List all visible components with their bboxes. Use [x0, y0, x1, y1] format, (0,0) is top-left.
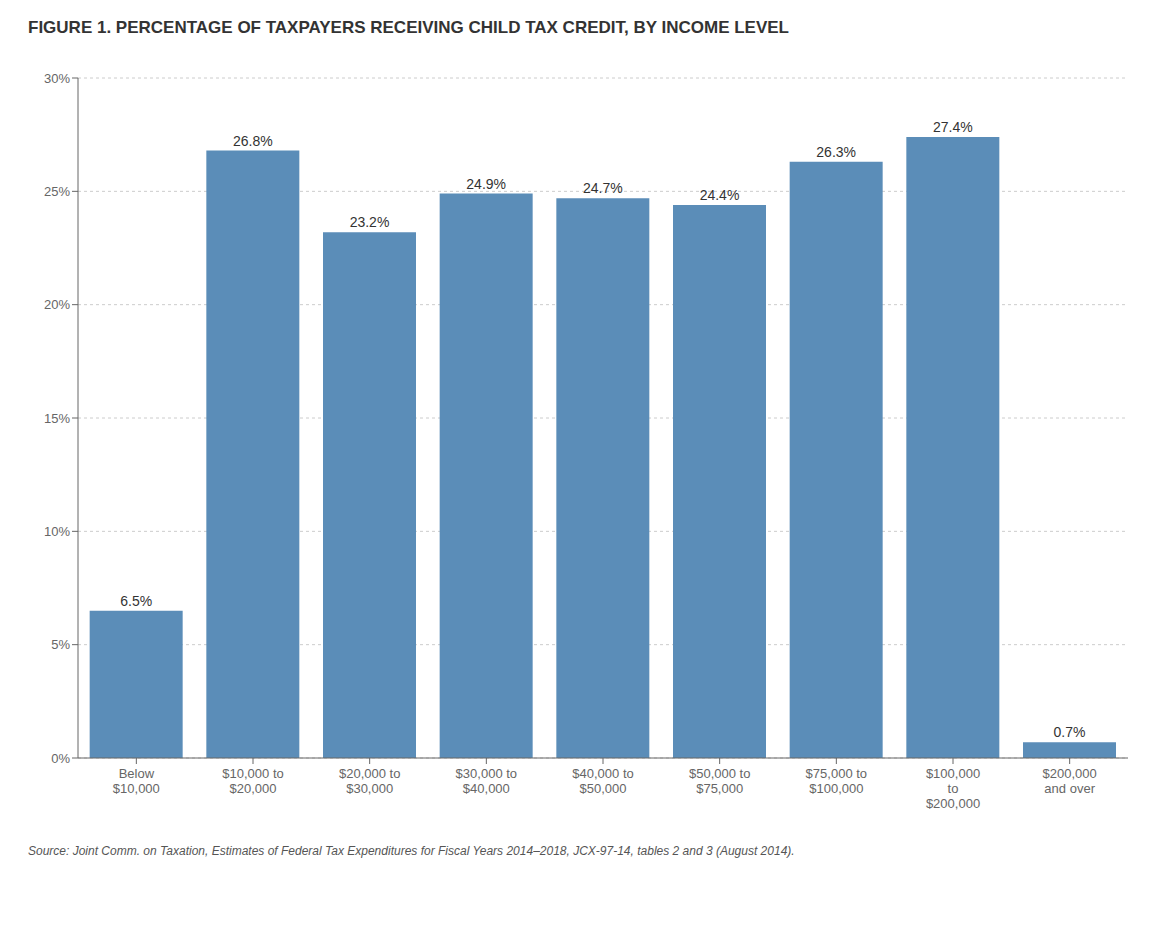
svg-text:$100,000to$200,000: $100,000to$200,000 [926, 766, 980, 811]
svg-text:$20,000 to$30,000: $20,000 to$30,000 [339, 766, 400, 796]
html-text:Source: Joint Comm. on Taxatio: Source: Joint Comm. on Taxation, Estimat… [28, 844, 795, 858]
svg-text:24.4%: 24.4% [700, 187, 740, 203]
svg-text:23.2%: 23.2% [350, 214, 390, 230]
svg-text:24.9%: 24.9% [466, 176, 506, 192]
svg-text:5%: 5% [51, 637, 70, 652]
svg-text:27.4%: 27.4% [933, 119, 973, 135]
svg-text:26.8%: 26.8% [233, 133, 273, 149]
svg-text:$40,000 to$50,000: $40,000 to$50,000 [572, 766, 633, 796]
svg-text:$50,000 to$75,000: $50,000 to$75,000 [689, 766, 750, 796]
svg-text:15%: 15% [44, 411, 70, 426]
svg-text:10%: 10% [44, 524, 70, 539]
svg-text:$200,000and over: $200,000and over [1043, 766, 1097, 796]
svg-text:$30,000 to$40,000: $30,000 to$40,000 [456, 766, 517, 796]
html-text:FIGURE 1. PERCENTAGE OF TAXPAY: FIGURE 1. PERCENTAGE OF TAXPAYERS RECEIV… [28, 18, 789, 37]
svg-text:0%: 0% [51, 751, 70, 766]
svg-text:26.3%: 26.3% [816, 144, 856, 160]
svg-text:$75,000 to$100,000: $75,000 to$100,000 [806, 766, 867, 796]
svg-text:25%: 25% [44, 184, 70, 199]
svg-text:$10,000 to$20,000: $10,000 to$20,000 [222, 766, 283, 796]
svg-text:0.7%: 0.7% [1054, 724, 1086, 740]
svg-text:20%: 20% [44, 297, 70, 312]
svg-text:Below$10,000: Below$10,000 [113, 766, 160, 796]
svg-text:30%: 30% [44, 71, 70, 86]
svg-text:24.7%: 24.7% [583, 180, 623, 196]
svg-text:6.5%: 6.5% [120, 593, 152, 609]
